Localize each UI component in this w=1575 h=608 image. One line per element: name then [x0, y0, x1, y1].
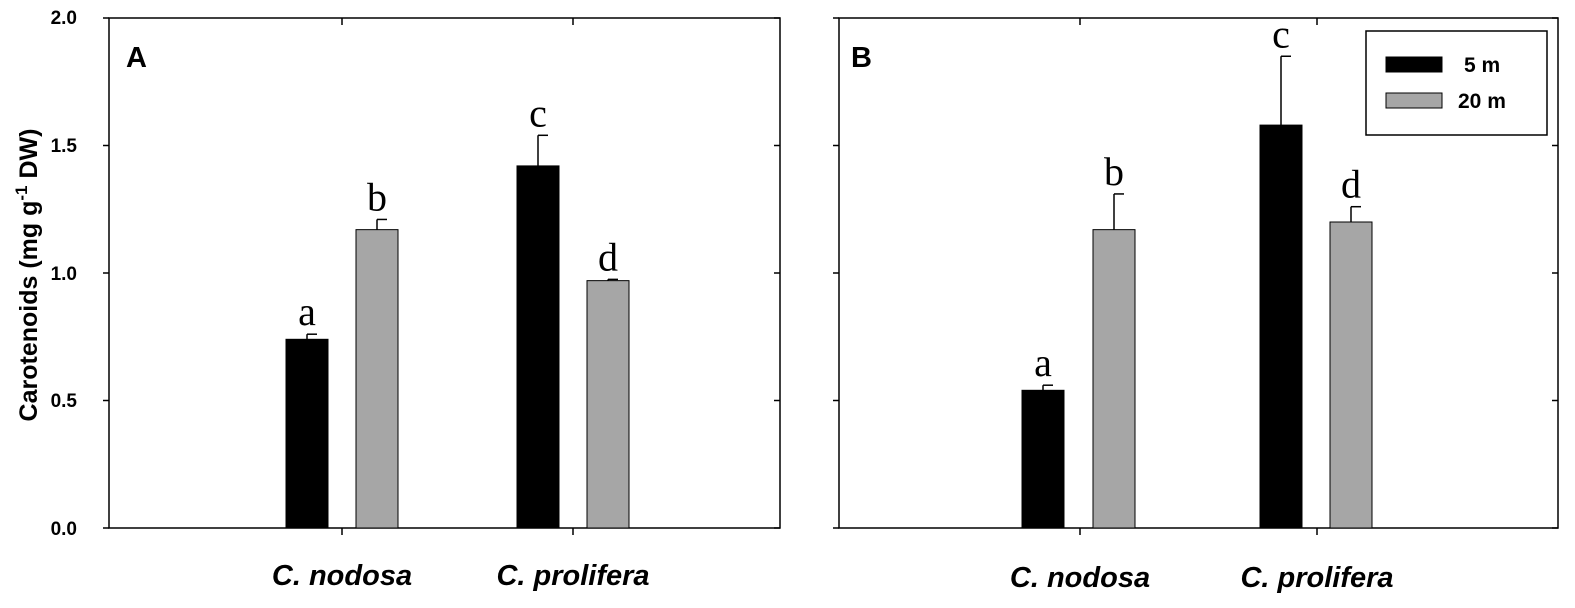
panel-a-sig-letter-5m-0: a [298, 289, 316, 334]
panel-b-sig-letter-5m-1: c [1272, 11, 1290, 56]
panel-a-bar-5m-0 [285, 338, 329, 529]
panel-b-category-label-1: C. prolifera [1240, 562, 1393, 594]
panel-b-bar-20m-1 [1329, 221, 1373, 529]
legend-swatch-5m [1385, 56, 1443, 73]
panel-b: a c b d B C. nodosa C. prolifera 5 m 20 m [833, 11, 1559, 594]
legend-label-5m: 5 m [1464, 54, 1500, 77]
y-axis-label-end: DW) [15, 129, 43, 186]
panel-b-marks: a c b d [833, 11, 1558, 535]
panel-a-sig-letter-20m-0: b [367, 174, 387, 219]
y-tick-labels: 0.0 0.5 1.0 1.5 2.0 [51, 8, 78, 540]
legend-swatch-20m [1385, 92, 1443, 109]
y-tick-label-3: 1.5 [51, 136, 78, 157]
y-tick-label-1: 0.5 [51, 391, 78, 412]
y-axis-label-superscript: -1 [12, 185, 31, 200]
panel-a-letter: A [126, 42, 147, 74]
panel-a: a c b d A C. nodosa C. prolifera [103, 17, 781, 592]
panel-b-sig-letter-20m-1: d [1341, 162, 1361, 207]
panel-a-sig-letter-5m-1: c [529, 90, 547, 135]
panel-b-letter: B [851, 42, 872, 74]
panel-a-frame [108, 17, 781, 529]
panel-b-bar-20m-0 [1092, 229, 1136, 529]
panel-a-category-label-0: C. nodosa [272, 560, 412, 592]
panel-b-bar-5m-0 [1021, 389, 1065, 529]
panel-a-bar-20m-1 [586, 280, 630, 529]
y-tick-label-2: 1.0 [51, 264, 77, 285]
y-axis-label: Carotenoids (mg g-1 DW) [12, 129, 43, 422]
legend: 5 m 20 m [1365, 30, 1548, 136]
panel-a-bar-5m-1 [516, 165, 560, 529]
panel-a-category-label-1: C. prolifera [496, 560, 649, 592]
legend-box [1365, 30, 1548, 136]
panel-b-category-label-0: C. nodosa [1010, 562, 1150, 594]
legend-label-20m: 20 m [1458, 90, 1506, 113]
panel-b-sig-letter-5m-0: a [1034, 340, 1052, 385]
panel-a-sig-letter-20m-1: d [598, 234, 618, 279]
panel-a-bar-20m-0 [355, 229, 399, 529]
panel-a-marks: a c b d [103, 17, 780, 535]
y-tick-label-0: 0.0 [51, 519, 77, 540]
panel-b-bar-5m-1 [1259, 124, 1303, 529]
y-tick-label-4: 2.0 [51, 8, 77, 29]
y-axis-label-main: Carotenoids (mg g [15, 201, 43, 422]
panel-b-sig-letter-20m-0: b [1104, 149, 1124, 194]
